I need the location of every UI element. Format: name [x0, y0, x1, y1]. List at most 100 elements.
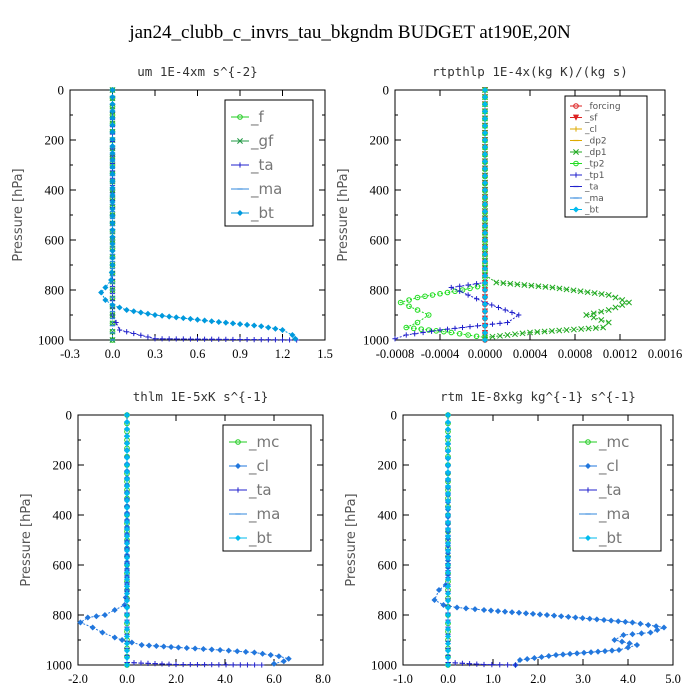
x-tick-label: 1.5 [317, 347, 333, 361]
data-point [275, 653, 282, 660]
data-point [123, 490, 131, 497]
data-point [481, 251, 489, 258]
data-point [444, 540, 452, 547]
data-point [497, 662, 503, 668]
data-point [418, 326, 425, 332]
data-point [123, 654, 131, 661]
data-point [109, 107, 116, 115]
y-tick-label: 200 [45, 133, 65, 148]
data-point [538, 653, 545, 661]
legend-label: _ma [584, 194, 604, 204]
data-point [437, 327, 443, 333]
x-tick-label: 3.0 [575, 672, 591, 686]
legend-label: _cl [248, 457, 269, 476]
data-point [505, 662, 511, 668]
data-point [428, 328, 435, 334]
data-point [487, 607, 495, 614]
legend-label: _bt [250, 204, 274, 223]
data-point [237, 336, 243, 343]
data-point [528, 282, 535, 289]
data-point [481, 258, 489, 265]
data-point [481, 158, 489, 165]
data-point [481, 272, 489, 279]
data-point [425, 327, 432, 333]
data-point [244, 662, 251, 668]
data-point [448, 329, 455, 336]
data-point [512, 331, 518, 338]
data-point [123, 454, 131, 461]
legend-label: _forcing [584, 102, 621, 112]
data-point [608, 647, 616, 654]
legend-marker [584, 534, 592, 542]
data-point [481, 115, 489, 122]
legend-marker [573, 172, 579, 178]
data-point [108, 269, 115, 276]
data-point [437, 290, 443, 297]
data-point [444, 554, 452, 561]
data-point [500, 280, 507, 287]
data-point [552, 651, 560, 659]
data-point [272, 337, 279, 343]
data-point [138, 332, 144, 338]
chart-panel-2: rtpthlp 1E-4x(kg K)/(kg s) 0 200 400 600 800 1… [336, 64, 682, 361]
data-point [481, 194, 489, 201]
chart-title: thlm 1E-5xK s^{-1} [133, 389, 268, 404]
y-tick-label: 1000 [38, 333, 64, 348]
data-point [414, 319, 421, 326]
data-point [459, 660, 465, 666]
data-point [585, 325, 592, 332]
legend-marker [573, 149, 579, 155]
data-point [444, 426, 452, 433]
data-point [481, 101, 489, 108]
data-point [109, 142, 116, 150]
data-point [481, 286, 489, 294]
data-point [615, 646, 623, 654]
data-point [109, 100, 116, 108]
data-point [123, 611, 131, 619]
data-point [645, 621, 652, 629]
data-point [102, 284, 109, 291]
data-point [234, 648, 241, 655]
y-axis-label: Pressure [hPa] [19, 493, 34, 586]
y-tick-label: 1000 [371, 658, 397, 673]
data-point [187, 661, 193, 668]
data-point [292, 335, 299, 342]
data-point [159, 336, 165, 342]
data-point [123, 554, 131, 561]
data-point [457, 283, 463, 289]
data-point [509, 309, 515, 316]
data-point [608, 617, 615, 624]
y-tick-label: 0 [58, 83, 65, 98]
data-point [516, 312, 522, 318]
data-point [111, 634, 118, 641]
data-point [123, 540, 131, 547]
data-point [109, 114, 116, 122]
x-tick-label: 2.0 [168, 672, 184, 686]
x-tick-label: -0.0004 [421, 347, 460, 361]
data-point [251, 322, 258, 329]
legend-label: _gf [250, 132, 274, 151]
data-point [153, 642, 160, 650]
legend-label: _cl [584, 125, 597, 135]
data-point [493, 279, 500, 286]
y-tick-label: 600 [370, 233, 390, 248]
legend-label: _tp1 [584, 171, 604, 181]
data-point [444, 633, 452, 640]
data-point [541, 328, 548, 335]
data-point [481, 308, 489, 315]
legend-marker [572, 206, 580, 213]
data-point [507, 280, 514, 287]
y-tick-label: 600 [378, 558, 398, 573]
data-point [629, 631, 636, 638]
data-point [619, 297, 626, 303]
data-point [435, 586, 443, 594]
data-point [123, 519, 131, 526]
data-point [481, 329, 489, 336]
series-cl [431, 411, 668, 669]
data-point [77, 619, 84, 626]
data-point [481, 165, 489, 172]
data-point [481, 294, 489, 301]
data-point [444, 611, 452, 619]
legend-label: _bt [598, 529, 622, 548]
